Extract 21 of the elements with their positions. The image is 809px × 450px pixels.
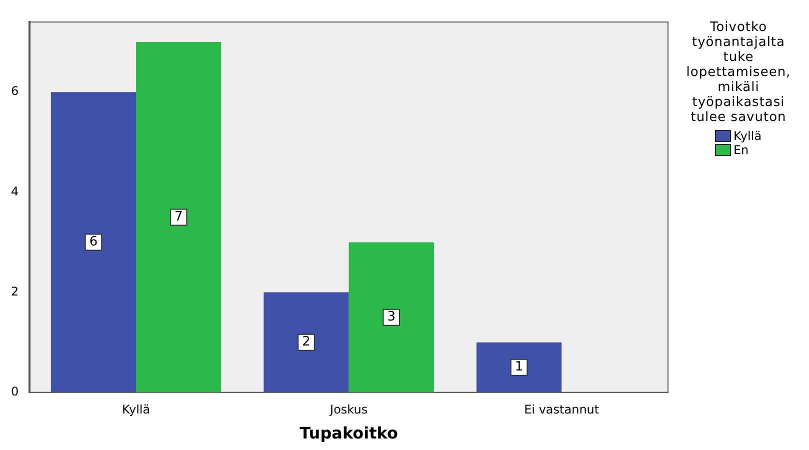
bar (476, 342, 562, 392)
legend-label: En (733, 143, 749, 157)
y-tick-label: 6 (10, 84, 19, 98)
x-tick-label: Joskus (329, 402, 368, 417)
data-label: 1 (514, 360, 524, 375)
x-tick-label: Kyllä (122, 402, 150, 417)
data-label: 6 (89, 234, 98, 250)
data-label: 7 (174, 210, 183, 225)
data-label: 3 (387, 310, 396, 325)
x-tick-label: Ei vastannut (524, 402, 600, 417)
x-axis-title: Tupakoitko (300, 424, 398, 443)
legend-label: Kyllä (733, 129, 762, 143)
y-tick-label: 2 (10, 284, 19, 298)
bar (348, 242, 434, 392)
y-tick-label: 0 (10, 384, 19, 399)
y-tick-label: 4 (10, 184, 19, 198)
legend-title: Toivotko työnantajalta tuke lopettamiseen, mikäli työpaikastasi tulee savuton (685, 20, 792, 125)
bar (264, 292, 349, 392)
bar (50, 92, 136, 392)
data-label: 2 (302, 334, 310, 350)
bar (136, 42, 222, 392)
